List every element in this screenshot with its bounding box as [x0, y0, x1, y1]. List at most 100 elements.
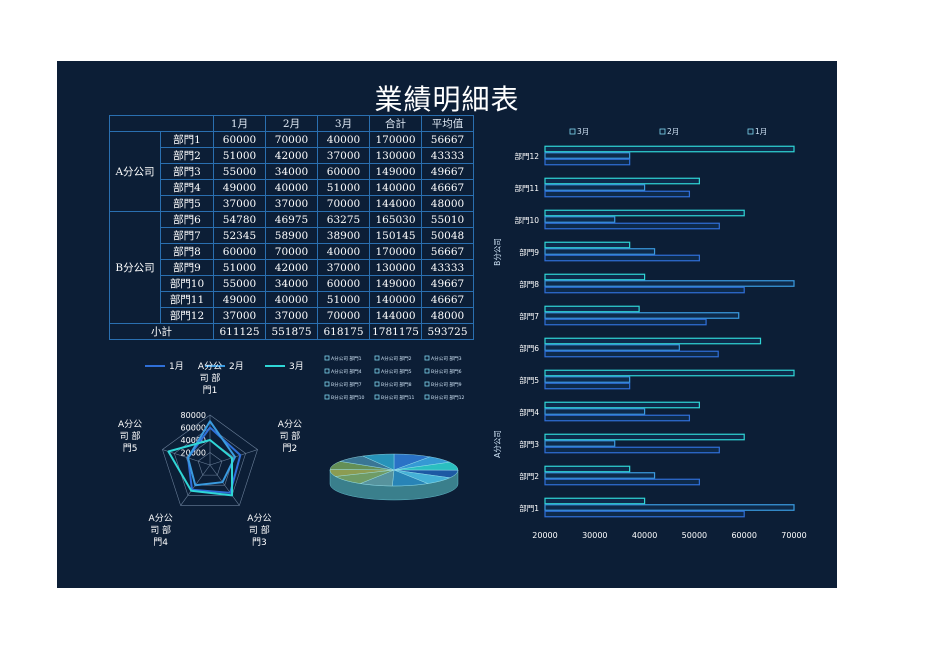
cell-m1: 51000 [213, 147, 266, 164]
cell-m2: 70000 [265, 131, 318, 148]
legend-label: A分公司 部門1 [331, 355, 362, 362]
legend-swatch [424, 394, 430, 400]
category-label: 部門7 [519, 311, 539, 321]
cell-dept: 部門8 [160, 243, 214, 260]
legend-swatch [424, 381, 430, 387]
subtotal-avg: 593725 [421, 323, 474, 340]
category-label: 部門2 [519, 471, 539, 481]
bar [544, 446, 720, 454]
cell-m3: 60000 [317, 163, 370, 180]
cell-m3: 40000 [317, 243, 370, 260]
table-row: 部門10 55000 34000 60000 149000 49667 [110, 275, 474, 292]
table-row: 部門7 52345 58900 38900 150145 50048 [110, 227, 474, 244]
table-row: A分公司 部門1 60000 70000 40000 170000 56667 [109, 131, 474, 212]
radar-tick-label: 40000 [181, 436, 206, 445]
bar [544, 472, 656, 479]
legend-label: A分公司 部門5 [381, 368, 412, 375]
legend-swatch [374, 368, 380, 374]
cell-m2: 34000 [265, 275, 318, 292]
cell-avg: 48000 [421, 195, 474, 212]
pie-slice [362, 453, 395, 471]
cell-m1: 60000 [213, 131, 266, 148]
category-label: 部門3 [519, 439, 539, 449]
cell-m1: 55000 [213, 275, 266, 292]
bar [544, 248, 656, 255]
cell-m1: 37000 [213, 195, 266, 212]
legend-label: A分公司 部門3 [431, 355, 462, 362]
bar [544, 318, 707, 326]
cell-total: 144000 [369, 195, 422, 212]
group-label: B分公司 [493, 238, 502, 266]
legend-swatch [324, 355, 330, 361]
cell-m3: 51000 [317, 291, 370, 308]
bar [544, 312, 740, 319]
cell-avg: 48000 [421, 307, 474, 324]
table-row: 部門8 60000 70000 40000 170000 56667 [110, 243, 474, 260]
legend-label: B分公司 部門6 [431, 368, 462, 375]
subtotal-row: 小計 611125 551875 618175 1781175 593725 [109, 323, 474, 340]
category-label: 部門5 [519, 375, 539, 385]
legend-swatch [424, 368, 430, 374]
header-cell: 1月 [213, 115, 266, 132]
category-label: 部門12 [514, 151, 539, 161]
cell-avg: 46667 [421, 179, 474, 196]
legend-label: A分公司 部門4 [331, 368, 362, 375]
legend-swatch [747, 128, 754, 135]
bar [544, 510, 745, 518]
cell-avg: 43333 [421, 259, 474, 276]
radar-tick-label: 20000 [181, 449, 206, 458]
cell-dept: 部門1 [160, 131, 214, 148]
cell-m2: 42000 [265, 147, 318, 164]
bar [544, 382, 631, 390]
subtotal-total: 1781175 [369, 323, 422, 340]
cell-m1: 51000 [213, 259, 266, 276]
bar [544, 433, 745, 441]
cell-total: 149000 [369, 163, 422, 180]
bar [544, 337, 762, 345]
bar [544, 158, 631, 166]
legend-label: B分公司 部門11 [381, 394, 415, 401]
radar-spoke [162, 449, 211, 466]
cell-dept: 部門2 [160, 147, 214, 164]
category-label: 部門8 [519, 279, 539, 289]
cell-dept: 部門5 [160, 195, 214, 212]
radar-grid-ring [162, 414, 258, 506]
legend-label: B分公司 部門9 [431, 381, 462, 388]
subtotal-label: 小計 [109, 323, 214, 340]
cell-dept: 部門9 [160, 259, 214, 276]
header-row: 1月 2月 3月 合計 平均值 [109, 115, 474, 132]
cell-avg: 50048 [421, 227, 474, 244]
category-label: 部門1 [519, 503, 539, 513]
legend-label: 2月 [229, 361, 244, 372]
table-row: 部門12 37000 37000 70000 144000 48000 [110, 307, 474, 324]
legend-label: B分公司 部門12 [431, 394, 465, 401]
radar-tick-label: 80000 [181, 411, 206, 420]
radar-series-line [167, 439, 234, 497]
cell-total: 170000 [369, 243, 422, 260]
cell-dept: 部門6 [160, 211, 214, 228]
legend-swatch [659, 128, 666, 135]
legend-swatch [374, 394, 380, 400]
table-row: 部門4 49000 40000 51000 140000 46667 [110, 179, 474, 196]
radar-axis-label: A分公司 部門1 [198, 361, 222, 396]
bar [544, 369, 795, 377]
bar [544, 190, 691, 198]
cell-m2: 70000 [265, 243, 318, 260]
header-cell: 3月 [317, 115, 370, 132]
cell-avg: 56667 [421, 243, 474, 260]
legend-swatch [374, 355, 380, 361]
header-cell: 平均值 [421, 115, 474, 132]
cell-dept: 部門11 [160, 291, 214, 308]
cell-avg: 46667 [421, 291, 474, 308]
bar [544, 216, 616, 223]
bar [544, 497, 646, 505]
cell-avg: 49667 [421, 275, 474, 292]
category-label: 部門10 [514, 215, 539, 225]
legend-label: 3月 [289, 361, 304, 372]
radar-chart: 1月 2月 3月 20000 40000 60000 80000 A分公司 部門1 A分公司 部… [118, 361, 304, 548]
cell-m2: 46975 [265, 211, 318, 228]
group-cell: B分公司 [109, 211, 161, 324]
cell-m3: 60000 [317, 275, 370, 292]
bar [544, 222, 720, 230]
cell-total: 144000 [369, 307, 422, 324]
